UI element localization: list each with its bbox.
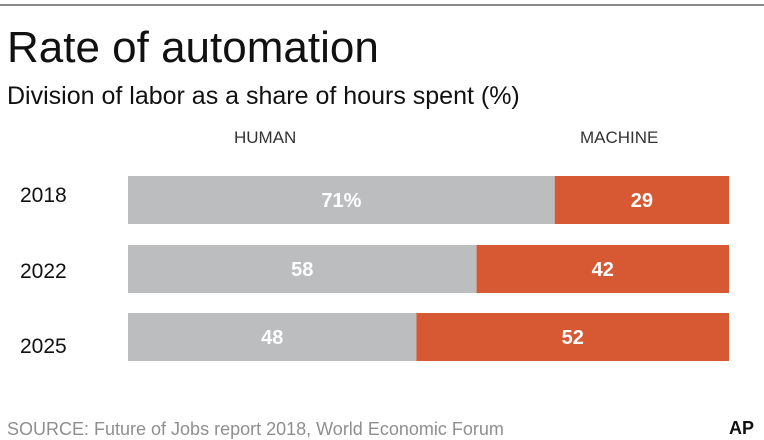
category-label-2025: 2025 (20, 335, 67, 358)
chart-subtitle: Division of labor as a share of hours sp… (7, 82, 520, 110)
bar-machine-2018 (554, 176, 729, 224)
legend-machine: MACHINE (580, 128, 659, 147)
data-label-machine-2025: 52 (562, 327, 584, 349)
data-label-human-2022: 58 (291, 259, 313, 281)
bar-machine-2025 (416, 313, 729, 361)
category-label-2018: 2018 (20, 184, 67, 207)
bar-human-2018 (128, 176, 555, 224)
chart-title: Rate of automation (7, 23, 379, 72)
legend-human: HUMAN (234, 128, 297, 147)
data-label-machine-2022: 42 (592, 259, 614, 281)
top-rule (0, 4, 764, 6)
category-label-2022: 2022 (20, 260, 67, 283)
data-label-human-2018: 71% (321, 190, 361, 212)
ap-logo: AP (728, 418, 754, 438)
data-label-human-2025: 48 (261, 327, 283, 349)
source-note: SOURCE: Future of Jobs report 2018, Worl… (7, 419, 504, 439)
bar-machine-2022 (476, 245, 729, 293)
bar-human-2025 (128, 313, 417, 361)
data-label-machine-2018: 29 (631, 190, 653, 212)
bar-human-2022 (128, 245, 477, 293)
